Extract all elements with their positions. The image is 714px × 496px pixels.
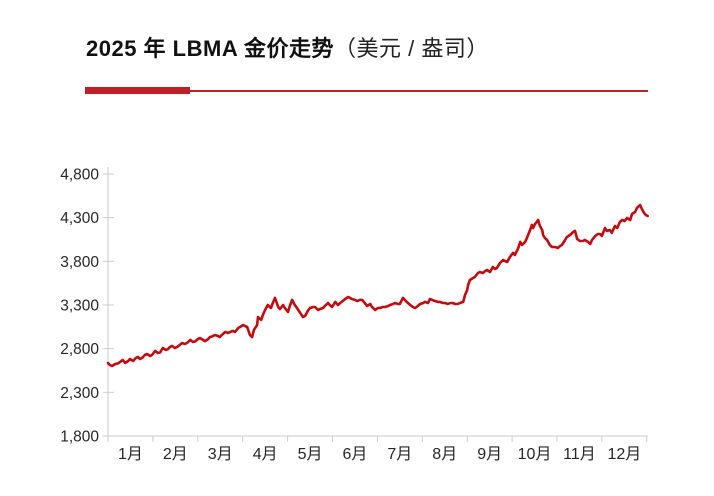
title-divider-line (85, 90, 648, 92)
title-divider-accent (85, 87, 190, 94)
x-axis-label: 2月 (163, 446, 188, 463)
y-axis-label: 3,300 (60, 298, 99, 315)
y-axis-label: 1,800 (60, 429, 99, 446)
x-axis-label: 6月 (342, 446, 367, 463)
y-axis-label: 2,300 (60, 385, 99, 402)
x-axis-label: 3月 (208, 446, 233, 463)
x-axis-label: 7月 (387, 446, 412, 463)
chart-title-unit: （美元 / 盎司） (334, 36, 489, 61)
x-axis-label: 1月 (118, 446, 143, 463)
y-axis-label: 4,300 (60, 210, 99, 227)
x-axis-label: 8月 (432, 446, 457, 463)
x-axis-label: 9月 (477, 446, 502, 463)
x-axis-label: 5月 (298, 446, 323, 463)
chart-title-main: 2025 年 LBMA 金价走势 (86, 36, 335, 61)
x-axis-label: 11月 (563, 446, 596, 463)
y-axis-label: 3,800 (60, 254, 99, 271)
x-axis-label: 4月 (253, 446, 278, 463)
x-axis-label: 12月 (607, 446, 641, 463)
price-line (106, 203, 650, 368)
x-axis-label: 10月 (518, 446, 552, 463)
y-axis-label: 4,800 (60, 167, 99, 184)
y-axis-label: 2,800 (60, 341, 99, 358)
page-title: 2025 年 LBMA 金价走势（美元 / 盎司） (86, 34, 489, 64)
